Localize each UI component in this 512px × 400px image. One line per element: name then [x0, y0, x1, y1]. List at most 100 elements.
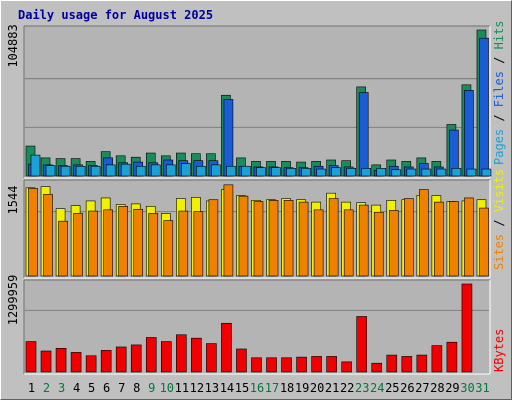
x-tick-18: 18 [280, 381, 294, 395]
bar-pages-17 [271, 167, 281, 177]
bar-kbytes-16 [251, 357, 262, 373]
x-tick-9: 9 [148, 381, 155, 395]
bar-kbytes-11 [176, 334, 187, 373]
bar-kbytes-22 [341, 361, 352, 373]
bar-kbytes-18 [281, 357, 292, 373]
bar-kbytes-15 [236, 348, 247, 373]
bar-pages-13 [211, 164, 221, 177]
bar-pages-10 [165, 164, 176, 177]
bar-kbytes-24 [371, 362, 383, 373]
bar-pages-31 [481, 168, 492, 177]
x-tick-3: 3 [58, 381, 65, 395]
x-tick-28: 28 [430, 381, 444, 395]
bar-pages-20 [316, 168, 326, 177]
bar-sites-8 [133, 208, 144, 277]
x-tick-29: 29 [445, 381, 459, 395]
x-tick-20: 20 [310, 381, 324, 395]
x-tick-10: 10 [160, 381, 174, 395]
x-tick-23: 23 [355, 381, 369, 395]
x-tick-6: 6 [103, 381, 110, 395]
bar-sites-22 [343, 209, 354, 277]
legend-kbytes: KBytes [492, 329, 506, 372]
bar-sites-7 [118, 205, 128, 277]
plot-area [24, 26, 490, 178]
bar-sites-5 [88, 210, 98, 277]
bar-sites-19 [298, 201, 309, 277]
panel-visits-sites: 1544 Sites / Visits [6, 169, 506, 279]
y-max-label: 1544 [6, 186, 20, 215]
bar-sites-26 [404, 198, 414, 277]
bar-sites-10 [163, 220, 174, 277]
bar-sites-4 [73, 213, 83, 277]
x-tick-13: 13 [205, 381, 219, 395]
bar-pages-9 [150, 164, 161, 177]
bar-kbytes-17 [266, 357, 277, 373]
legend: Pages / Files / Hits [492, 20, 506, 165]
x-tick-14: 14 [220, 381, 234, 395]
x-tick-4: 4 [73, 381, 80, 395]
bar-kbytes-3 [55, 348, 67, 373]
x-tick-27: 27 [415, 381, 429, 395]
bar-pages-19 [301, 168, 311, 177]
bar-sites-30 [464, 197, 474, 277]
x-tick-21: 21 [325, 381, 339, 395]
bar-sites-3 [58, 220, 68, 277]
bar-sites-29 [449, 201, 459, 277]
legend: KBytes [492, 329, 506, 372]
bar-pages-3 [60, 165, 71, 177]
bar-files-30 [464, 90, 474, 177]
bar-kbytes-29 [446, 341, 458, 373]
x-tick-24: 24 [370, 381, 384, 395]
bar-kbytes-10 [160, 341, 172, 373]
panel-pages-files-hits: 104883 Pages / Files / Hits [6, 20, 506, 179]
bar-kbytes-21 [326, 356, 337, 373]
bar-sites-13 [208, 199, 219, 277]
bar-sites-17 [268, 200, 279, 277]
bar-pages-16 [256, 167, 266, 177]
bar-files-23 [358, 92, 369, 177]
x-tick-31: 31 [475, 381, 489, 395]
bar-sites-14 [223, 184, 234, 277]
legend: Sites / Visits [492, 169, 506, 270]
bar-pages-15 [241, 165, 251, 177]
bar-kbytes-30 [461, 283, 473, 373]
y-max-label: 104883 [6, 24, 20, 67]
bar-sites-9 [148, 213, 159, 277]
x-tick-17: 17 [265, 381, 279, 395]
bar-sites-15 [238, 195, 249, 277]
bar-pages-4 [75, 165, 86, 177]
bar-files-14 [223, 99, 234, 177]
bar-sites-20 [313, 209, 324, 277]
bar-kbytes-4 [70, 352, 82, 373]
x-tick-1: 1 [28, 381, 35, 395]
legend-pages: Pages [492, 129, 506, 165]
bar-sites-25 [388, 210, 399, 277]
panel-kbytes: 1299959 KBytes [6, 275, 506, 375]
bar-pages-22 [346, 168, 356, 177]
bar-pages-26 [406, 168, 417, 177]
x-tick-16: 16 [250, 381, 264, 395]
bar-kbytes-26 [401, 356, 413, 373]
bar-pages-24 [376, 168, 387, 177]
bar-sites-1 [28, 188, 38, 277]
bar-pages-2 [45, 165, 56, 177]
bar-sites-12 [193, 211, 204, 277]
bar-pages-28 [436, 168, 447, 177]
x-tick-2: 2 [43, 381, 50, 395]
x-tick-22: 22 [340, 381, 354, 395]
bar-pages-7 [120, 163, 131, 177]
bar-pages-1 [30, 154, 41, 177]
bar-kbytes-1 [25, 341, 37, 373]
x-tick-26: 26 [400, 381, 414, 395]
bar-kbytes-2 [40, 350, 52, 373]
x-tick-7: 7 [118, 381, 125, 395]
x-tick-30: 30 [460, 381, 474, 395]
legend-hits: Hits [492, 20, 506, 49]
bar-sites-18 [283, 200, 294, 277]
bar-kbytes-8 [130, 344, 142, 373]
legend-sites: Sites [492, 234, 506, 270]
bar-kbytes-19 [296, 356, 307, 373]
x-tick-8: 8 [133, 381, 140, 395]
bar-kbytes-23 [356, 316, 368, 373]
